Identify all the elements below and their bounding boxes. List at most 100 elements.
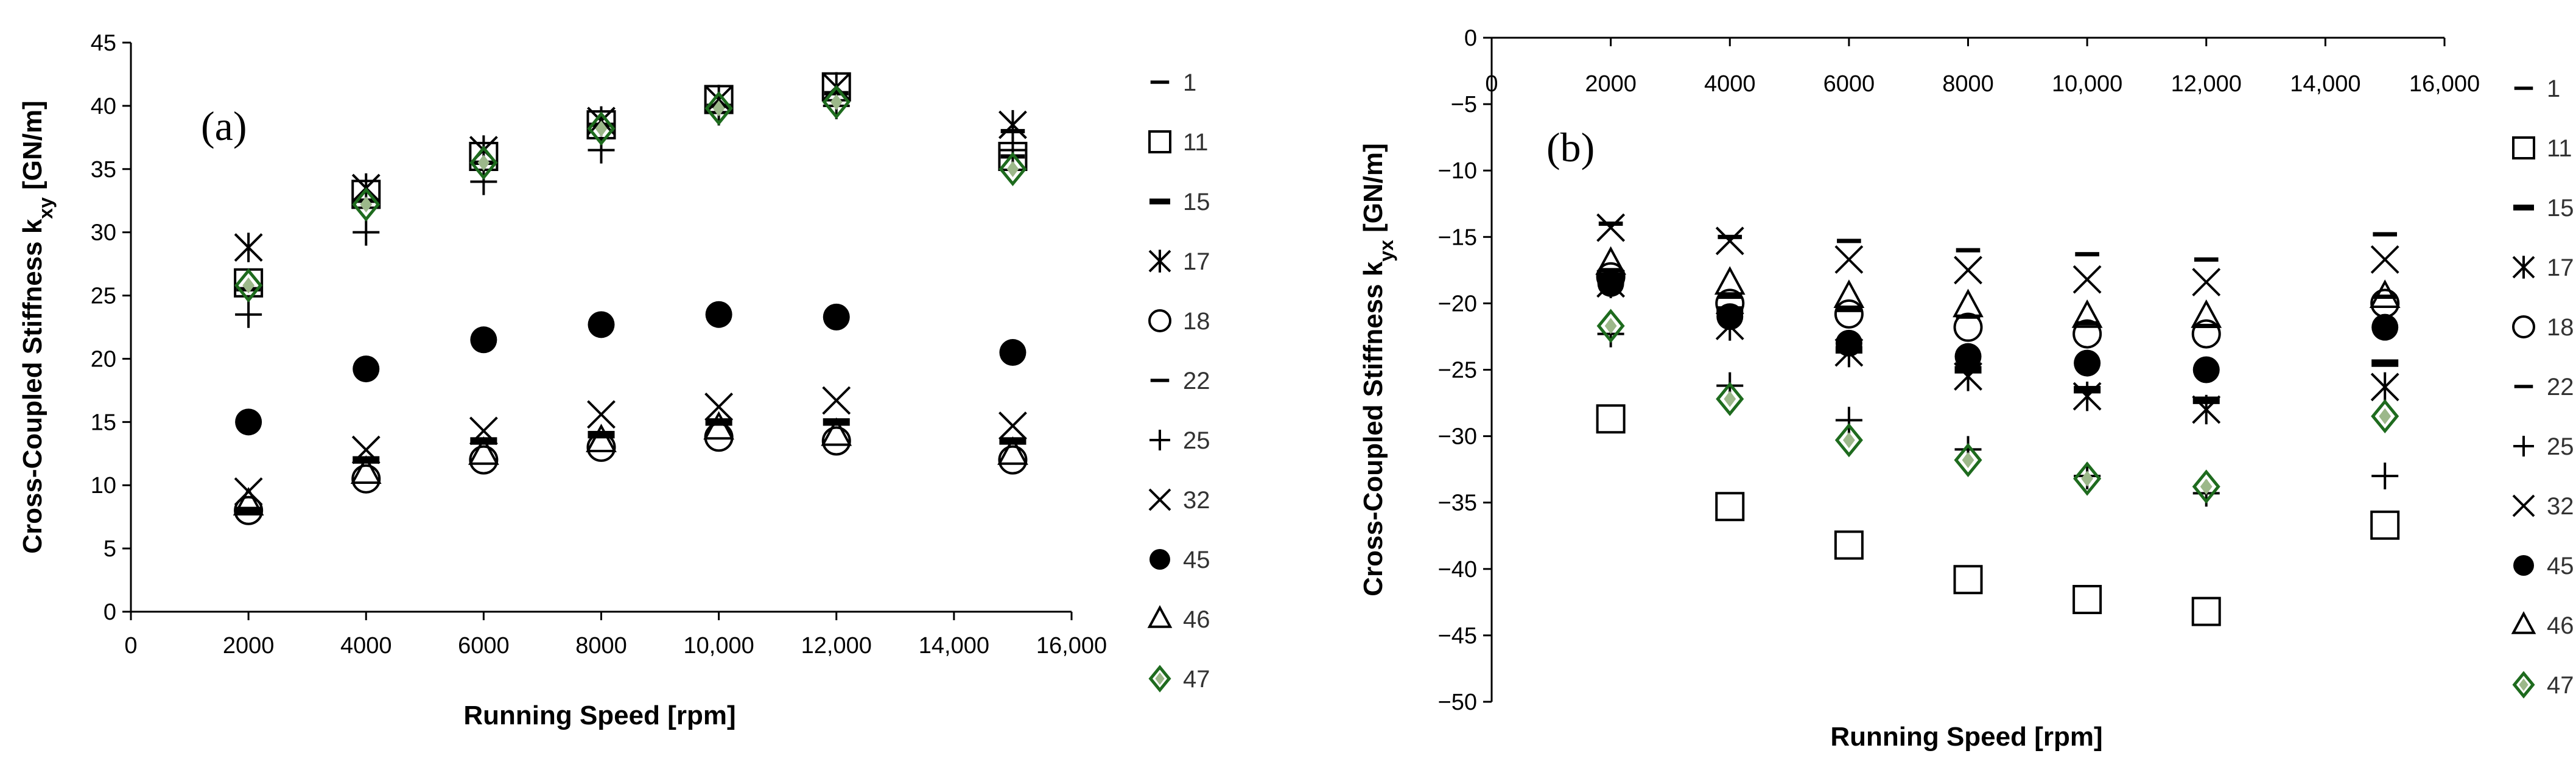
data-point-series-18 bbox=[586, 432, 616, 462]
data-point-series-32 bbox=[2192, 268, 2221, 296]
y-tick-label: −50 bbox=[1438, 690, 1477, 715]
data-point-series-45 bbox=[823, 303, 850, 331]
data-point-series-45 bbox=[235, 408, 262, 436]
data-point-series-1 bbox=[2373, 294, 2397, 299]
legend-label-18: 18 bbox=[1183, 308, 1210, 335]
data-point-series-22 bbox=[1718, 234, 1742, 239]
legend-marker-47 bbox=[1148, 665, 1171, 693]
data-point-series-11 bbox=[2370, 510, 2400, 540]
data-point-series-47 bbox=[822, 85, 851, 119]
data-point-series-25 bbox=[588, 136, 615, 164]
data-point-series-46 bbox=[997, 436, 1028, 465]
data-point-series-25 bbox=[470, 168, 497, 195]
legend-marker-15 bbox=[1149, 198, 1170, 205]
x-tick-label: 6000 bbox=[1823, 71, 1875, 97]
data-point-series-45 bbox=[1597, 270, 1624, 297]
legend-marker-18 bbox=[1148, 309, 1171, 332]
data-point-series-11 bbox=[1715, 492, 1745, 522]
legend-marker-25 bbox=[1149, 430, 1170, 450]
legend-marker-1 bbox=[2514, 86, 2533, 90]
data-point-series-47 bbox=[704, 91, 733, 126]
y-tick-label: 0 bbox=[104, 600, 116, 625]
data-point-series-18 bbox=[2191, 319, 2221, 349]
x-tick-label: 4000 bbox=[340, 633, 392, 659]
data-point-series-32 bbox=[469, 416, 498, 446]
legend-marker-32 bbox=[1148, 488, 1171, 511]
data-point-series-18 bbox=[821, 426, 851, 456]
legend-label-25: 25 bbox=[2547, 433, 2574, 460]
data-point-series-47 bbox=[469, 145, 498, 180]
y-tick-label: 15 bbox=[91, 410, 116, 435]
data-point-series-18 bbox=[469, 445, 499, 475]
data-point-series-47 bbox=[2073, 461, 2102, 496]
data-point-series-18 bbox=[1953, 312, 1983, 342]
legend-marker-11 bbox=[1148, 130, 1171, 153]
y-axis-title: Cross-Coupled Stiffness kxy [GN/m] bbox=[18, 100, 57, 554]
data-point-series-46 bbox=[233, 486, 264, 516]
data-point-series-11 bbox=[1953, 565, 1983, 595]
data-point-series-18 bbox=[351, 464, 381, 494]
data-point-series-18 bbox=[2370, 289, 2400, 318]
data-point-series-45 bbox=[2074, 349, 2101, 377]
legend-label-25: 25 bbox=[1183, 427, 1210, 454]
legend-label-22: 22 bbox=[1183, 368, 1210, 394]
y-tick-label: −15 bbox=[1438, 225, 1477, 250]
legend-marker-25 bbox=[2513, 436, 2534, 456]
y-tick-label: −10 bbox=[1438, 158, 1477, 184]
data-point-series-32 bbox=[1596, 213, 1626, 242]
data-point-series-46 bbox=[586, 424, 617, 452]
data-point-series-32 bbox=[2370, 245, 2399, 274]
data-point-series-45 bbox=[1835, 329, 1862, 357]
legend-label-18: 18 bbox=[2547, 314, 2574, 341]
data-point-series-46 bbox=[1833, 279, 1865, 308]
y-tick-label: 40 bbox=[91, 94, 116, 119]
legend-marker-1 bbox=[1150, 80, 1170, 84]
data-point-series-11 bbox=[1596, 404, 1626, 434]
data-point-series-47 bbox=[1954, 442, 1982, 478]
data-point-series-22 bbox=[1000, 128, 1025, 133]
data-point-series-32 bbox=[587, 400, 616, 429]
data-point-series-17 bbox=[2072, 381, 2102, 411]
data-point-series-47 bbox=[2192, 469, 2220, 504]
x-axis-title: Running Speed [rpm] bbox=[463, 701, 735, 730]
legend-marker-46 bbox=[2511, 611, 2536, 634]
data-point-series-17 bbox=[234, 233, 263, 262]
data-point-series-18 bbox=[998, 445, 1028, 475]
y-tick-label: −40 bbox=[1438, 557, 1477, 582]
data-point-series-45 bbox=[353, 355, 380, 383]
legend-label-1: 1 bbox=[1183, 69, 1196, 96]
x-tick-label: 0 bbox=[1485, 71, 1498, 97]
y-tick-label: −45 bbox=[1438, 623, 1477, 649]
legend-marker-17 bbox=[1148, 250, 1171, 273]
legend-marker-11 bbox=[2512, 136, 2535, 159]
data-point-series-46 bbox=[2071, 299, 2103, 328]
x-tick-label: 16,000 bbox=[2409, 71, 2480, 97]
y-tick-label: −35 bbox=[1438, 491, 1477, 516]
data-point-series-1 bbox=[1837, 307, 1861, 312]
legend-marker-46 bbox=[1147, 605, 1173, 628]
data-point-series-45 bbox=[588, 311, 615, 338]
y-tick-label: −30 bbox=[1438, 424, 1477, 450]
data-point-series-22 bbox=[2373, 232, 2397, 237]
data-point-series-47 bbox=[998, 152, 1027, 186]
data-point-series-17 bbox=[998, 110, 1027, 140]
x-tick-label: 12,000 bbox=[2171, 71, 2242, 97]
legend-label-47: 47 bbox=[1183, 666, 1210, 693]
legend-label-45: 45 bbox=[2547, 553, 2574, 579]
x-tick-label: 2000 bbox=[1585, 71, 1637, 97]
data-point-series-46 bbox=[2369, 279, 2401, 308]
data-point-series-17 bbox=[2192, 394, 2221, 425]
data-point-series-46 bbox=[1953, 289, 1984, 318]
data-point-series-46 bbox=[350, 455, 382, 484]
legend-marker-32 bbox=[2512, 494, 2535, 517]
x-tick-label: 14,000 bbox=[2290, 71, 2360, 97]
data-point-series-25 bbox=[2371, 463, 2399, 490]
legend-label-46: 46 bbox=[1183, 606, 1210, 633]
data-point-series-32 bbox=[1834, 245, 1864, 274]
data-point-series-46 bbox=[821, 417, 852, 446]
data-point-series-15 bbox=[2371, 359, 2399, 367]
data-point-series-32 bbox=[1715, 226, 1744, 256]
data-point-series-18 bbox=[1834, 299, 1864, 329]
